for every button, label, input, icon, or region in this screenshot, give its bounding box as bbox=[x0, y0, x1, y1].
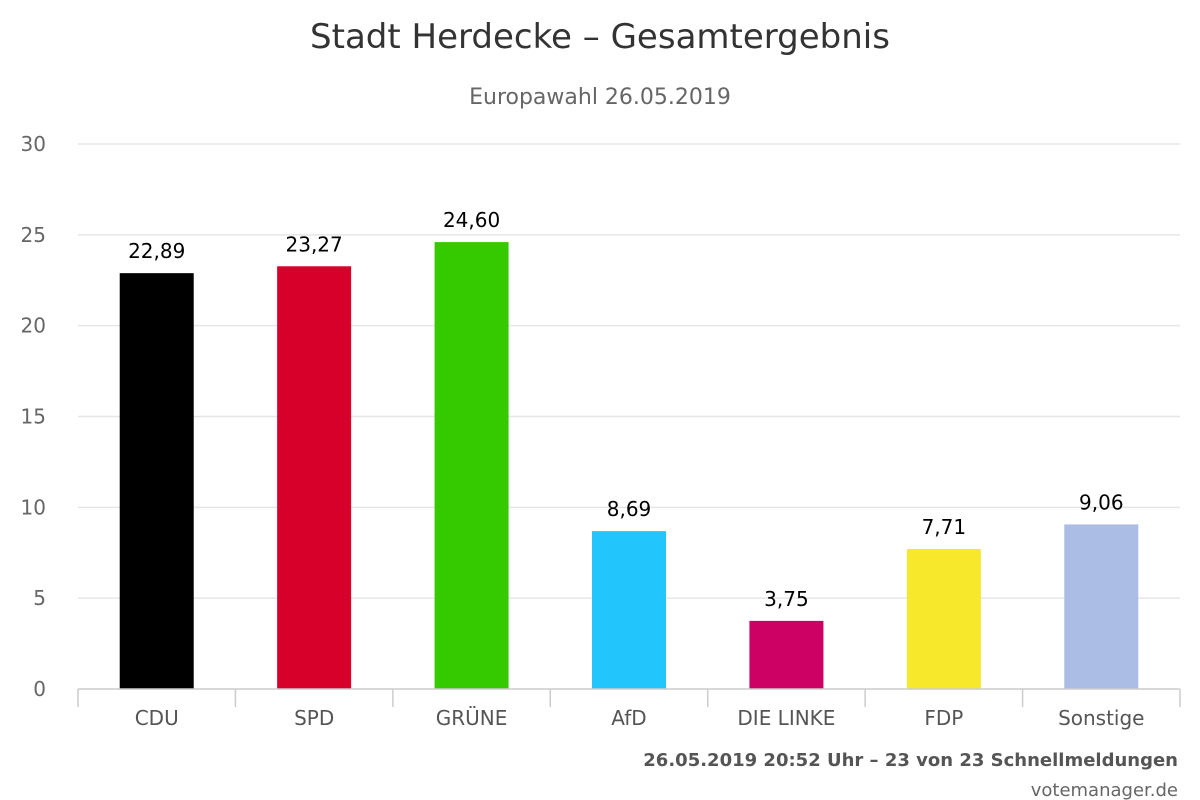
y-tick-label: 25 bbox=[21, 223, 46, 247]
bar-4[interactable] bbox=[749, 620, 824, 689]
data-label: 8,69 bbox=[607, 497, 652, 521]
y-tick-label: 0 bbox=[33, 677, 46, 701]
x-tick-label: AfD bbox=[611, 706, 646, 730]
y-tick-label: 30 bbox=[21, 132, 46, 156]
x-axis-ticks: CDU SPD GRÜNE AfD DIE LINKE FDP Sonstige bbox=[135, 706, 1145, 730]
x-tick-label: Sonstige bbox=[1058, 706, 1144, 730]
data-label: 24,60 bbox=[443, 208, 500, 232]
bars bbox=[119, 242, 1139, 689]
data-label: 3,75 bbox=[764, 587, 809, 611]
data-labels: 22,89 23,27 24,60 8,69 3,75 7,71 9,06 bbox=[128, 208, 1123, 611]
x-tick-label: SPD bbox=[294, 706, 334, 730]
y-tick-label: 15 bbox=[21, 405, 46, 429]
bar-0[interactable] bbox=[119, 273, 194, 689]
bar-5[interactable] bbox=[906, 548, 981, 689]
y-tick-label: 20 bbox=[21, 314, 46, 338]
chart-subtitle: Europawahl 26.05.2019 bbox=[469, 85, 731, 110]
bar-6[interactable] bbox=[1064, 524, 1139, 689]
y-tick-label: 5 bbox=[33, 586, 46, 610]
x-tick-label: GRÜNE bbox=[436, 706, 508, 730]
data-label: 23,27 bbox=[286, 232, 343, 256]
footer-timestamp: 26.05.2019 20:52 Uhr – 23 von 23 Schnell… bbox=[643, 750, 1178, 771]
y-tick-label: 10 bbox=[21, 495, 46, 519]
x-tick-label: CDU bbox=[135, 706, 179, 730]
gridlines bbox=[78, 143, 1180, 599]
chart-title: Stadt Herdecke – Gesamtergebnis bbox=[310, 17, 890, 57]
x-axis bbox=[77, 688, 1181, 707]
footer-credit: votemanager.de bbox=[1031, 780, 1178, 800]
y-axis-ticks: 0 5 10 15 20 25 30 bbox=[21, 132, 46, 701]
data-label: 9,06 bbox=[1079, 490, 1124, 514]
data-label: 7,71 bbox=[922, 515, 967, 539]
x-tick-label: DIE LINKE bbox=[737, 706, 835, 730]
bar-1[interactable] bbox=[277, 266, 352, 689]
bar-2[interactable] bbox=[434, 242, 509, 689]
bar-3[interactable] bbox=[592, 531, 666, 689]
data-label: 22,89 bbox=[128, 239, 185, 263]
x-tick-label: FDP bbox=[924, 706, 963, 730]
